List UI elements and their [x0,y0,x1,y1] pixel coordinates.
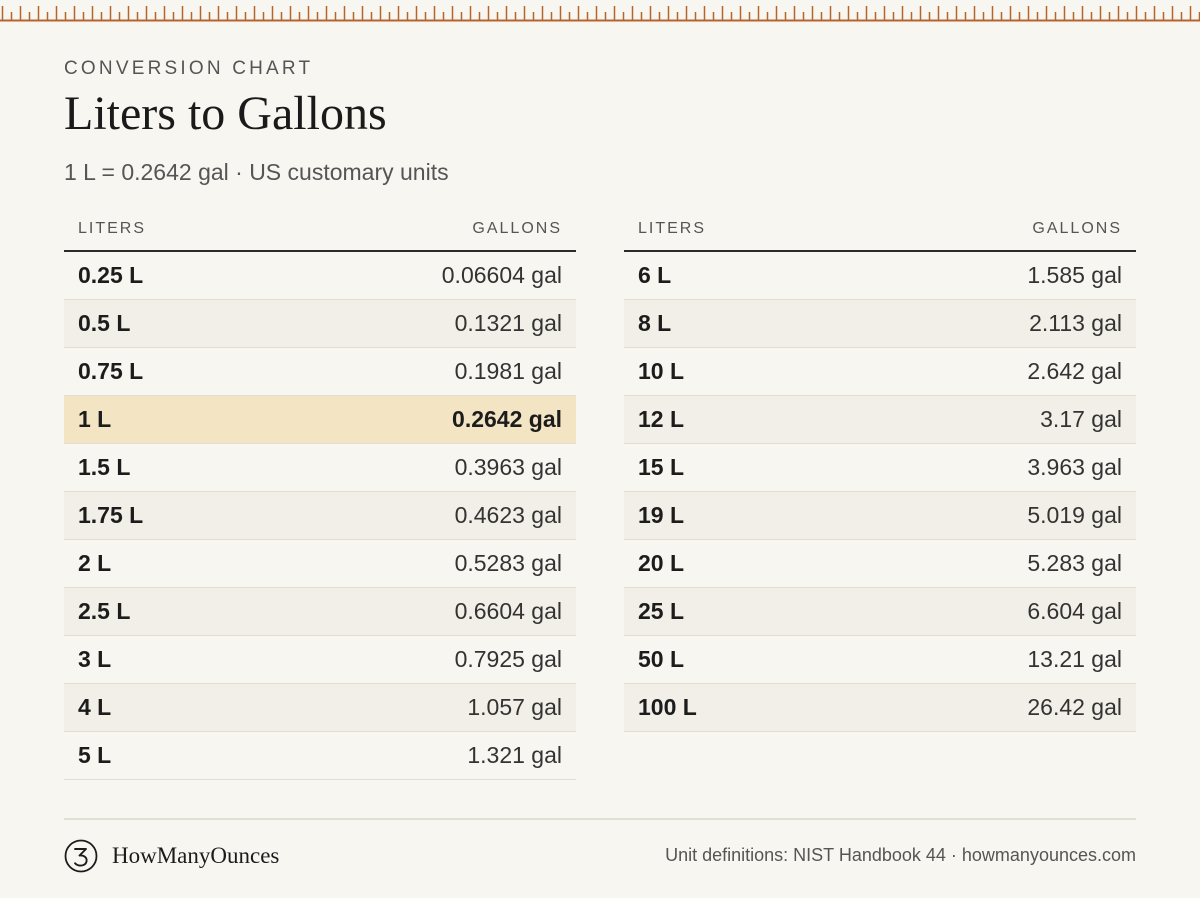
table-row: 19 L 5.019 gal [624,492,1136,540]
gallons-cell: 0.1321 gal [454,310,562,336]
liters-cell: 0.25 L [78,262,144,288]
liters-cell: 2 L [78,550,112,576]
gallons-cell: 0.2642 gal [452,406,562,432]
column-header-gallons: GALLONS [472,220,562,237]
liters-cell: 12 L [638,406,685,432]
gallons-cell: 0.6604 gal [454,598,562,624]
table-header: LITERS GALLONS [64,208,576,252]
ruler-decoration [0,6,1200,22]
gallons-cell: 13.21 gal [1027,646,1122,672]
table-row: 2 L 0.5283 gal [64,540,576,588]
numeral-three-logo-icon [64,839,98,873]
page-subtitle: 1 L = 0.2642 gal · US customary units [64,159,449,185]
table-body: 6 L 1.585 gal 8 L 2.113 gal 10 L 2.642 gal … [624,252,1136,732]
column-header-liters: LITERS [638,220,707,237]
liters-cell: 1.75 L [78,502,144,528]
liters-cell: 8 L [638,310,672,336]
gallons-cell: 5.019 gal [1027,502,1122,528]
gallons-cell: 0.1981 gal [454,358,562,384]
table-header: LITERS GALLONS [624,208,1136,252]
table-row: 1.75 L 0.4623 gal [64,492,576,540]
liters-cell: 6 L [638,262,672,288]
table-row: 2.5 L 0.6604 gal [64,588,576,636]
liters-cell: 5 L [78,742,112,768]
liters-cell: 3 L [78,646,112,672]
liters-cell: 0.75 L [78,358,144,384]
gallons-cell: 1.321 gal [467,742,562,768]
column-header-gallons: GALLONS [1032,220,1122,237]
gallons-cell: 3.963 gal [1027,454,1122,480]
liters-cell: 15 L [638,454,685,480]
gallons-cell: 26.42 gal [1027,694,1122,720]
column-header-liters: LITERS [78,220,147,237]
liters-cell: 1 L [78,406,112,432]
liters-cell: 19 L [638,502,685,528]
table-row: 10 L 2.642 gal [624,348,1136,396]
liters-cell: 2.5 L [78,598,131,624]
liters-cell: 10 L [638,358,685,384]
gallons-cell: 6.604 gal [1027,598,1122,624]
table-row: 6 L 1.585 gal [624,252,1136,300]
gallons-cell: 0.5283 gal [454,550,562,576]
brand-name: HowManyOunces [112,843,280,868]
liters-cell: 4 L [78,694,112,720]
liters-cell: 0.5 L [78,310,131,336]
table-row: 0.75 L 0.1981 gal [64,348,576,396]
gallons-cell: 1.057 gal [467,694,562,720]
gallons-cell: 0.4623 gal [454,502,562,528]
table-body: 0.25 L 0.06604 gal 0.5 L 0.1321 gal 0.75 L… [64,252,576,780]
liters-cell: 20 L [638,550,685,576]
gallons-cell: 2.113 gal [1029,310,1122,336]
table-row: 50 L 13.21 gal [624,636,1136,684]
table-row: 0.5 L 0.1321 gal [64,300,576,348]
liters-cell: 1.5 L [78,454,131,480]
table-row: 1.5 L 0.3963 gal [64,444,576,492]
table-row: 8 L 2.113 gal [624,300,1136,348]
table-row: 0.25 L 0.06604 gal [64,252,576,300]
table-row-highlighted: 1 L 0.2642 gal [64,396,576,444]
gallons-cell: 0.3963 gal [454,454,562,480]
gallons-cell: 3.17 gal [1040,406,1122,432]
gallons-cell: 1.585 gal [1027,262,1122,288]
gallons-cell: 0.06604 gal [441,262,562,288]
gallons-cell: 0.7925 gal [454,646,562,672]
table-row: 20 L 5.283 gal [624,540,1136,588]
conversion-table-left: LITERS GALLONS 0.25 L 0.06604 gal 0.5 L 0.… [64,208,576,780]
gallons-cell: 2.642 gal [1027,358,1122,384]
liters-cell: 25 L [638,598,685,624]
liters-cell: 100 L [638,694,697,720]
liters-cell: 50 L [638,646,685,672]
gallons-cell: 5.283 gal [1027,550,1122,576]
table-row: 4 L 1.057 gal [64,684,576,732]
table-row: 3 L 0.7925 gal [64,636,576,684]
page-title: Liters to Gallons [64,87,387,140]
footer-divider [64,818,1136,820]
table-row: 15 L 3.963 gal [624,444,1136,492]
table-row: 100 L 26.42 gal [624,684,1136,732]
table-row: 5 L 1.321 gal [64,732,576,780]
table-row: 25 L 6.604 gal [624,588,1136,636]
table-row: 12 L 3.17 gal [624,396,1136,444]
brand[interactable]: HowManyOunces [64,838,279,874]
source-note[interactable]: Unit definitions: NIST Handbook 44 · how… [665,845,1136,865]
eyebrow-label: CONVERSION CHART [64,58,314,79]
conversion-table-right: LITERS GALLONS 6 L 1.585 gal 8 L 2.113 gal… [624,208,1136,732]
